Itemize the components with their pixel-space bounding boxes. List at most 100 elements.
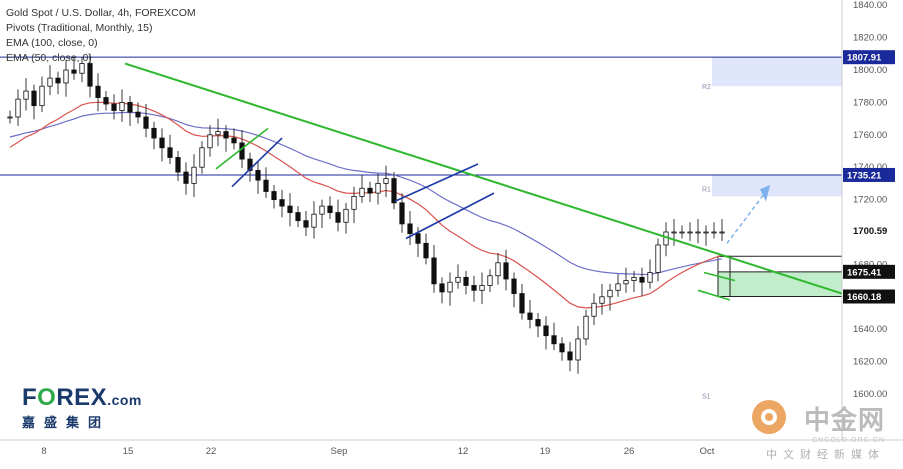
watermark-title: 中金网 [803, 405, 885, 435]
candle-body [567, 351, 573, 361]
projection-arrow-line [726, 191, 767, 244]
candle-body [71, 69, 77, 74]
projection-arrow-head [760, 185, 770, 202]
legend-ema100: EMA (100, close, 0) [6, 37, 98, 49]
logo-letters-rex: REX [56, 384, 108, 411]
candle-body [527, 312, 533, 320]
pivot-label-s1: S1 [702, 394, 711, 401]
x-tick-label: 22 [206, 446, 217, 457]
y-tick-label: 1760.00 [853, 130, 887, 141]
flag-bottom-line [697, 289, 731, 301]
candle-body [543, 325, 549, 337]
candle-body [63, 69, 69, 84]
candle-body [55, 77, 61, 84]
candle-body [111, 103, 117, 111]
candle-body [679, 231, 685, 234]
candle-body [135, 111, 141, 118]
y-tick-label: 1720.00 [853, 195, 887, 206]
candle-body [607, 289, 613, 298]
candle-body [695, 231, 701, 234]
flag-left-green-line [215, 127, 269, 170]
forex-logo: FOREX.com 嘉盛集团 [22, 384, 142, 431]
candle-body [39, 85, 45, 107]
logo-letter-o: O [37, 384, 57, 411]
watermark-url: CNGOLD.ORG.CN [812, 437, 885, 444]
x-tick-label: 26 [624, 446, 635, 457]
candle-body [335, 212, 341, 223]
candle-body [119, 102, 125, 111]
pivot-label-r2: R2 [702, 84, 711, 91]
candle-body [487, 275, 493, 286]
y-tick-label: 1840.00 [853, 0, 887, 11]
watermark-subtitle: 中文财经新媒体 [766, 449, 885, 461]
logo-subtitle: 嘉盛集团 [22, 415, 111, 430]
candle-body [423, 242, 429, 259]
candle-body [127, 102, 133, 113]
candle-body [15, 98, 21, 118]
candle-body [303, 220, 309, 228]
candle-body [431, 257, 437, 285]
candle-body [375, 182, 381, 194]
legend-ema50: EMA (50, close, 0) [6, 52, 92, 64]
candle-body [215, 131, 221, 136]
price-tag-text: 1735.21 [847, 170, 882, 181]
candle-body [199, 147, 205, 168]
candle-body [263, 179, 269, 192]
candle-body [519, 293, 525, 314]
candle-body [87, 63, 93, 87]
candle-body [31, 90, 37, 107]
pivot-r1-box [712, 174, 842, 197]
candle-body [223, 131, 229, 139]
y-tick-label: 1800.00 [853, 65, 887, 76]
candle-body [623, 280, 629, 285]
candle-body [247, 158, 253, 171]
candle-body [327, 205, 333, 213]
candle-body [295, 212, 301, 222]
descending-trendline [124, 62, 843, 295]
candle-body [103, 97, 109, 105]
candle-body [719, 231, 725, 234]
candle-body [551, 335, 557, 345]
x-tick-label: Oct [700, 446, 715, 457]
candle-body [191, 166, 197, 184]
x-tick-label: Sep [331, 446, 348, 457]
candle-body [183, 171, 189, 184]
candle-body [271, 191, 277, 200]
x-tick-label: 19 [540, 446, 551, 457]
candle-body [343, 208, 349, 223]
candle-body [599, 296, 605, 304]
candle-body [439, 283, 445, 293]
candle-body [287, 205, 293, 213]
candle-body [655, 244, 661, 273]
candle-body [239, 142, 245, 160]
ema50-line [9, 101, 723, 309]
candle-body [495, 262, 501, 277]
last-price-label: 1700.59 [853, 226, 887, 237]
candle-body [383, 178, 389, 184]
candle-body [159, 137, 165, 149]
channel-line-2 [394, 163, 479, 202]
price-tag-text: 1675.41 [847, 267, 882, 278]
candle-body [703, 231, 709, 234]
candle-body [471, 285, 477, 291]
candle-body [479, 285, 485, 291]
price-tag-zone [843, 289, 895, 304]
candle-body [95, 85, 101, 98]
pivot-label-r1: R1 [702, 186, 711, 193]
candle-body [463, 276, 469, 286]
candle-body [503, 262, 509, 280]
candle-body [407, 223, 413, 235]
x-tick-label: 12 [458, 446, 469, 457]
price-tag-resistance [843, 167, 895, 182]
candle-body [279, 199, 285, 207]
x-tick-label: 8 [41, 446, 46, 457]
channel-line-1 [231, 137, 283, 188]
legend-symbol: Gold Spot / U.S. Dollar, 4h, FOREXCOM [6, 7, 196, 19]
candle-body [231, 137, 237, 144]
candle-body [447, 281, 453, 293]
candle-body [367, 187, 373, 194]
candle-body [47, 77, 53, 87]
y-tick-label: 1820.00 [853, 33, 887, 44]
